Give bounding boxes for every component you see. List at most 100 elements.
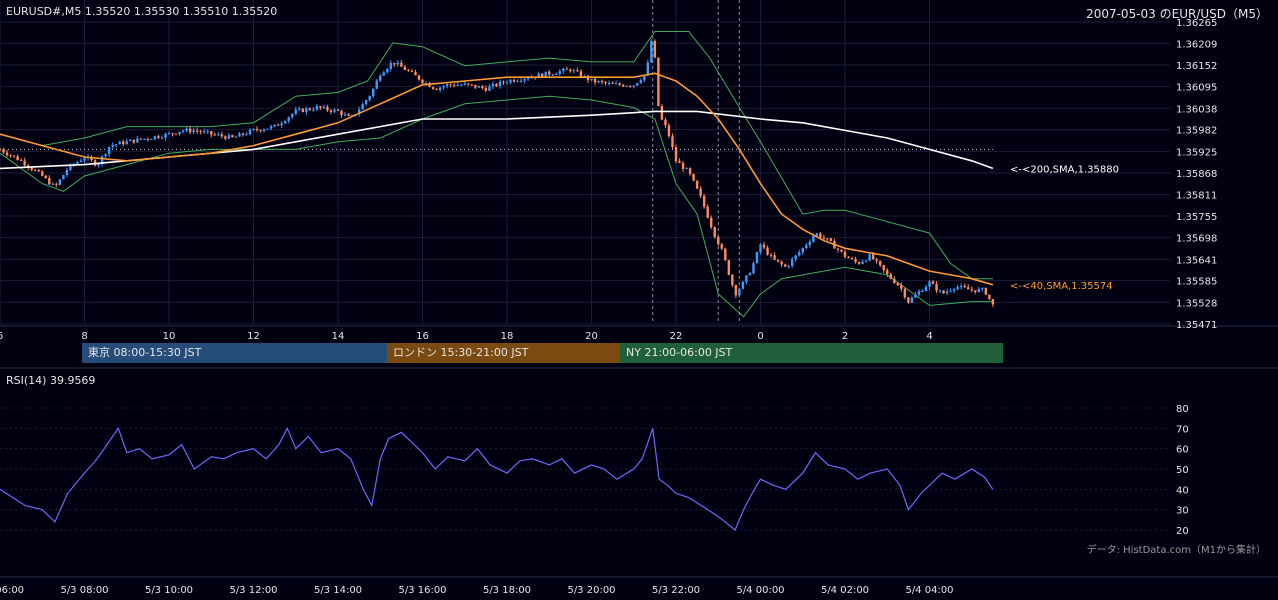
candle-body — [755, 252, 759, 264]
rsi-time-tick-label: 5/3 08:00 — [60, 585, 108, 596]
hour-tick-label: 4 — [926, 331, 932, 342]
candle-body — [185, 128, 188, 131]
rsi-time-tick-label: 5/4 00:00 — [736, 585, 784, 596]
candle-body — [593, 78, 597, 83]
candle-body — [386, 68, 389, 73]
candle-body — [167, 133, 171, 135]
candle-body — [871, 254, 875, 260]
candle-body — [713, 227, 716, 237]
hour-tick-label: 20 — [585, 331, 598, 342]
candle-body — [815, 233, 819, 237]
candle-body — [210, 131, 213, 135]
session-newyork: NY 21:00-06:00 JST — [620, 343, 1003, 363]
candle-body — [548, 71, 551, 75]
candle-body — [956, 287, 959, 289]
candle-body — [981, 288, 984, 290]
candle-body — [79, 160, 83, 163]
candle-body — [400, 62, 403, 67]
candle-body — [220, 134, 224, 137]
candle-body — [769, 254, 773, 256]
candle-body — [607, 82, 611, 84]
candle-body — [579, 71, 583, 77]
candle-body — [114, 144, 118, 146]
candle-body — [900, 285, 903, 289]
candle-body — [97, 163, 100, 166]
candle-body — [886, 270, 889, 275]
candle-body — [58, 179, 62, 185]
candle-body — [512, 79, 516, 82]
candle-body — [572, 70, 576, 72]
candle-body — [336, 109, 340, 111]
hour-tick-label: 8 — [81, 331, 87, 342]
candle-body — [456, 84, 459, 86]
candle-body — [759, 244, 762, 253]
candle-body — [558, 71, 562, 74]
candle-body — [414, 71, 417, 76]
candle-body — [452, 84, 456, 86]
candle-body — [710, 217, 713, 228]
candle-body — [294, 109, 297, 114]
candle-body — [129, 139, 132, 142]
candle-body — [720, 244, 723, 249]
candle-body — [364, 100, 368, 105]
rsi-series-line — [0, 426, 994, 531]
price-axis: 1.36265 1.36209 1.36152 1.36095 1.36038 1.359… — [1176, 18, 1217, 331]
bollinger-lower-line — [0, 95, 993, 318]
candle-body — [171, 133, 174, 135]
candle-body — [305, 108, 308, 113]
candle-body — [100, 156, 104, 164]
candle-body — [576, 70, 579, 72]
rsi-axis: 80 70 60 50 40 30 20 — [1176, 404, 1189, 537]
candle-body — [569, 69, 572, 72]
candle-body — [164, 133, 167, 138]
candle-body — [731, 274, 734, 286]
candle-body — [826, 238, 829, 240]
candle-body — [949, 290, 952, 292]
candle-body — [269, 126, 273, 129]
candle-body — [537, 73, 540, 78]
candle-body — [5, 152, 9, 156]
candle-body — [653, 40, 657, 58]
candle-body — [266, 128, 269, 130]
candle-body — [801, 248, 804, 253]
candle-body — [889, 274, 892, 279]
candle-body — [231, 135, 234, 138]
rsi-time-tick-label: 5/3 22:00 — [652, 585, 700, 596]
candle-body — [333, 109, 336, 112]
candle-body — [252, 128, 255, 130]
candle-body — [984, 288, 988, 295]
candle-body — [442, 86, 445, 88]
candle-body — [864, 260, 868, 262]
candle-body — [766, 247, 769, 255]
candle-body — [854, 258, 857, 263]
candle-body — [287, 117, 290, 122]
candle-body — [389, 63, 393, 69]
rsi-grid — [0, 407, 1170, 531]
candle-body — [206, 131, 209, 133]
candle-body — [224, 136, 227, 139]
candle-body — [111, 145, 114, 147]
candle-body — [312, 109, 315, 111]
bollinger-bands — [0, 31, 993, 318]
candle-body — [611, 82, 614, 84]
hour-tick-label: 6 — [0, 331, 3, 342]
candle-body — [435, 88, 438, 90]
candle-body — [643, 75, 646, 81]
candle-body — [301, 108, 304, 113]
candle-body — [361, 104, 364, 110]
time-axis: 6 8 10 12 14 16 18 20 22 0 2 4 — [0, 331, 933, 342]
candle-body — [787, 265, 790, 267]
candle-body — [55, 183, 58, 185]
candle-body — [107, 146, 111, 155]
candle-body — [868, 254, 871, 261]
candle-body — [122, 141, 125, 145]
candle-body — [410, 70, 414, 72]
sma40-line — [0, 72, 994, 286]
candle-body — [477, 86, 481, 88]
candle-body — [783, 264, 787, 267]
candle-body — [396, 62, 400, 65]
candle-body — [952, 288, 956, 291]
candle-body — [357, 109, 361, 115]
candle-body — [822, 237, 826, 239]
